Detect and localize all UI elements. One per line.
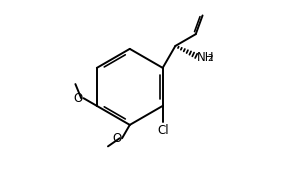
- Text: O: O: [112, 132, 121, 145]
- Text: NH: NH: [197, 51, 215, 64]
- Text: Cl: Cl: [157, 124, 168, 137]
- Text: 2: 2: [207, 54, 213, 63]
- Text: O: O: [74, 92, 83, 105]
